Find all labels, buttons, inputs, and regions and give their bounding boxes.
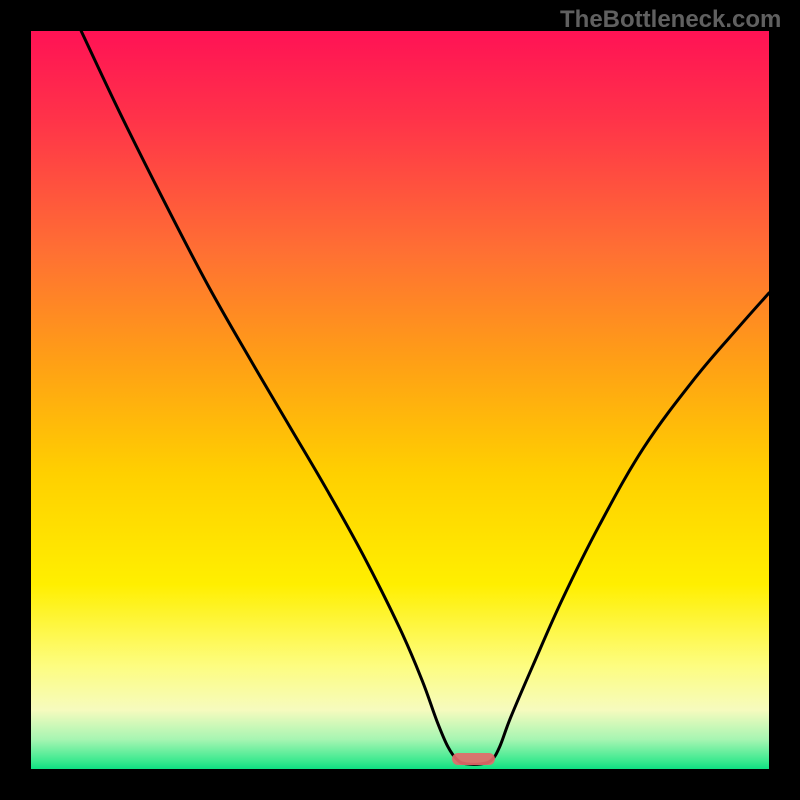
watermark-label: TheBottleneck.com — [560, 6, 781, 34]
chart-stage: TheBottleneck.com — [0, 0, 800, 800]
bottleneck-curve — [81, 31, 769, 764]
plot-area — [31, 31, 769, 769]
optimal-marker — [452, 753, 495, 765]
curve-layer — [31, 31, 769, 769]
